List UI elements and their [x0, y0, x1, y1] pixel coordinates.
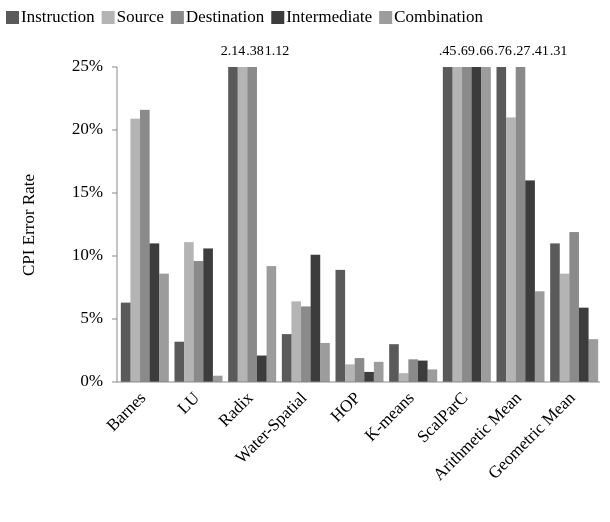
bar [364, 371, 374, 382]
bar [266, 266, 277, 382]
bar [525, 180, 535, 382]
y-axis-label: CPI Error Rate [19, 174, 38, 276]
x-tick-label: K-means [361, 388, 418, 445]
bar [320, 342, 330, 382]
bar [462, 67, 472, 382]
bar [373, 361, 384, 382]
y-tick-label: 10% [72, 245, 103, 264]
legend-swatch [271, 11, 285, 24]
bar [140, 109, 150, 382]
y-tick-label: 15% [72, 182, 103, 201]
value-label: 1.12 [265, 44, 290, 59]
x-tick-label: Radix [215, 388, 258, 431]
legend-label: Source [117, 7, 164, 26]
y-tick-label: 5% [80, 308, 103, 327]
bar [149, 243, 160, 382]
bar [515, 67, 526, 382]
bar [291, 301, 302, 382]
y-tick-label: 0% [80, 371, 103, 390]
x-tick-label: LU [174, 388, 203, 417]
bar [247, 67, 257, 382]
bar [281, 334, 292, 382]
bar [496, 67, 507, 382]
bar [228, 67, 238, 382]
legend-label: Destination [186, 7, 265, 26]
bar [389, 344, 399, 382]
bar [588, 339, 599, 382]
bar [159, 273, 169, 382]
bar [184, 242, 194, 382]
legend-label: Instruction [21, 7, 95, 26]
bar [442, 67, 453, 382]
y-tick-label: 25% [72, 56, 103, 75]
bar [193, 261, 204, 382]
bar [301, 306, 311, 382]
bar [506, 117, 516, 383]
bar [212, 375, 223, 382]
bar [335, 269, 346, 382]
value-label: .31 [550, 44, 568, 59]
bar [345, 364, 355, 382]
bar [550, 243, 560, 382]
legend-swatch [101, 11, 115, 24]
value-label: .41 [531, 44, 549, 59]
bar [398, 373, 409, 382]
bar [534, 291, 545, 382]
bar [237, 67, 248, 382]
bar [408, 359, 418, 382]
bar [174, 341, 185, 382]
value-label: .38 [246, 44, 264, 59]
legend-swatch [379, 11, 393, 24]
legend-label: Intermediate [286, 7, 372, 26]
legend-swatch [6, 11, 19, 24]
bar [354, 358, 365, 382]
x-tick-label: HOP [327, 388, 364, 425]
bar [203, 248, 213, 382]
bar [578, 307, 589, 382]
bar [310, 254, 321, 382]
legend-label: Combination [394, 7, 483, 26]
y-tick-label: 20% [72, 119, 103, 138]
bar [471, 67, 482, 382]
value-label: .45 [439, 44, 457, 59]
bar [130, 118, 141, 382]
value-label: 2.14 [221, 44, 246, 59]
value-label: .66 [476, 44, 494, 59]
bar [256, 355, 267, 382]
bar [417, 360, 428, 382]
x-tick-label: Barnes [103, 388, 150, 435]
value-label: .27 [513, 44, 531, 59]
value-label: .69 [457, 44, 475, 59]
bar [452, 67, 463, 382]
bar [120, 302, 131, 382]
legend-swatch [170, 11, 184, 24]
bar [569, 232, 579, 382]
bar [559, 273, 570, 382]
value-label: .76 [494, 44, 512, 59]
bar [481, 67, 491, 382]
bar [427, 369, 438, 382]
